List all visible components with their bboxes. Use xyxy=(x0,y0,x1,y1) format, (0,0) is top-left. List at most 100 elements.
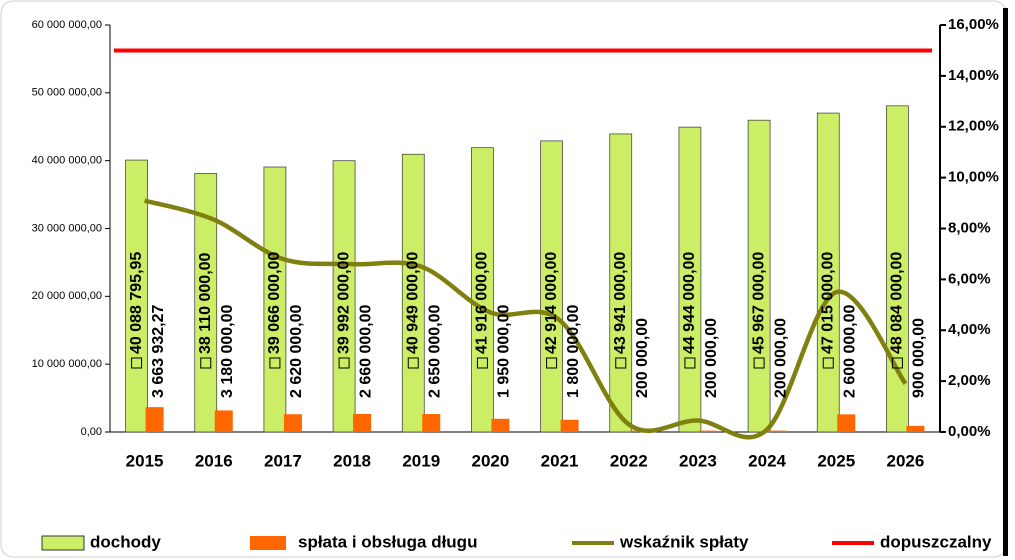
label-key xyxy=(200,357,212,369)
data-label-group: 38 110 000,00 xyxy=(197,252,214,369)
bar xyxy=(747,119,771,433)
y2-tick-label: 4,00% xyxy=(948,321,991,338)
label-key xyxy=(891,357,903,369)
data-label: 1 800 000,00 xyxy=(565,304,582,398)
y2-tick-label: 14,00% xyxy=(948,67,999,84)
legend-key xyxy=(250,536,286,550)
data-label-group: 39 992 000,00 xyxy=(335,252,352,369)
bar xyxy=(678,126,702,433)
legend-label: spłata i obsługa długu xyxy=(298,532,477,551)
data-label-group: 2 650 000,00 xyxy=(426,304,443,398)
x-tick-label: 2021 xyxy=(541,451,579,470)
y-tick-label: 20 000 000,00 xyxy=(32,290,102,302)
data-label: 3 663 932,27 xyxy=(150,304,167,398)
bar xyxy=(560,419,579,432)
x-tick-label: 2023 xyxy=(679,451,717,470)
legend-label: dopuszczalny xyxy=(880,532,992,551)
y-tick-label: 10 000 000,00 xyxy=(32,358,102,370)
data-label: 44 944 000,00 xyxy=(681,252,698,354)
label-key xyxy=(546,357,558,369)
data-label: 38 110 000,00 xyxy=(197,252,214,354)
bar xyxy=(609,133,633,433)
bar xyxy=(816,112,840,433)
data-label: 48 084 000,00 xyxy=(889,252,906,354)
y-tick-label: 60 000 000,00 xyxy=(32,19,102,31)
data-label-group: 47 015 000,00 xyxy=(819,252,836,369)
data-label-group: 2 600 000,00 xyxy=(841,304,858,398)
bar xyxy=(353,413,372,432)
x-tick-label: 2024 xyxy=(748,451,786,470)
x-tick-label: 2017 xyxy=(264,451,302,470)
legend-label: wskaźnik spłaty xyxy=(619,532,749,551)
bar xyxy=(698,430,717,432)
y-tick-label: 0,00 xyxy=(81,426,102,438)
bar xyxy=(214,410,233,432)
bar xyxy=(837,414,856,432)
bar xyxy=(145,407,164,432)
y2-tick-label: 10,00% xyxy=(948,169,999,186)
data-label-group: 1 950 000,00 xyxy=(496,304,513,398)
data-label: 3 180 000,00 xyxy=(219,304,236,398)
data-label: 45 967 000,00 xyxy=(750,252,767,354)
data-label-group: 44 944 000,00 xyxy=(681,252,698,369)
x-tick-label: 2025 xyxy=(817,451,855,470)
label-key xyxy=(822,357,834,369)
y2-tick-label: 16,00% xyxy=(948,16,999,33)
data-label-group: 200 000,00 xyxy=(634,318,651,398)
data-label: 2 660 000,00 xyxy=(357,304,374,398)
y-tick-label: 50 000 000,00 xyxy=(32,87,102,99)
bar xyxy=(906,425,925,432)
label-key xyxy=(615,357,627,369)
y2-tick-label: 12,00% xyxy=(948,118,999,135)
y-tick-label: 30 000 000,00 xyxy=(32,222,102,234)
frame-shadow xyxy=(1003,8,1008,556)
bar xyxy=(283,414,302,432)
data-label: 2 600 000,00 xyxy=(841,304,858,398)
data-label: 43 941 000,00 xyxy=(612,252,629,354)
data-label: 41 916 000,00 xyxy=(474,252,491,354)
x-tick-label: 2015 xyxy=(126,451,164,470)
data-label-group: 41 916 000,00 xyxy=(474,252,491,369)
data-label-group: 2 620 000,00 xyxy=(288,304,305,398)
label-key xyxy=(753,357,765,369)
data-label-group: 48 084 000,00 xyxy=(889,252,906,369)
bar xyxy=(422,414,441,432)
data-label-group: 45 967 000,00 xyxy=(750,252,767,369)
data-label: 47 015 000,00 xyxy=(819,252,836,354)
data-label-group: 2 660 000,00 xyxy=(357,304,374,398)
x-tick-label: 2026 xyxy=(887,451,925,470)
data-label-group: 200 000,00 xyxy=(772,318,789,398)
bar xyxy=(491,418,510,432)
x-tick-label: 2019 xyxy=(402,451,440,470)
y-tick-label: 40 000 000,00 xyxy=(32,155,102,167)
label-key xyxy=(407,357,419,369)
y2-tick-label: 8,00% xyxy=(948,219,991,236)
data-label: 200 000,00 xyxy=(634,318,651,398)
x-tick-label: 2022 xyxy=(610,451,648,470)
data-label: 1 950 000,00 xyxy=(496,304,513,398)
data-label-group: 43 941 000,00 xyxy=(612,252,629,369)
data-label-group: 3 663 932,27 xyxy=(150,304,167,398)
data-label: 2 650 000,00 xyxy=(426,304,443,398)
legend-key xyxy=(41,535,85,551)
data-label-group: 1 800 000,00 xyxy=(565,304,582,398)
data-label: 200 000,00 xyxy=(703,318,720,398)
legend-label: dochody xyxy=(90,532,161,551)
data-label: 42 914 000,00 xyxy=(543,252,560,354)
data-label-group: 42 914 000,00 xyxy=(543,252,560,369)
data-label: 39 066 000,00 xyxy=(266,252,283,354)
y2-tick-label: 6,00% xyxy=(948,270,991,287)
x-tick-label: 2020 xyxy=(472,451,510,470)
bar xyxy=(768,430,787,432)
data-label-group: 40 088 795,95 xyxy=(128,252,145,369)
data-label: 40 088 795,95 xyxy=(128,252,145,354)
data-label-group: 200 000,00 xyxy=(703,318,720,398)
data-label: 40 949 000,00 xyxy=(404,252,421,354)
label-key xyxy=(684,357,696,369)
data-label-group: 900 000,00 xyxy=(911,318,928,398)
data-label: 2 620 000,00 xyxy=(288,304,305,398)
line xyxy=(143,198,908,440)
